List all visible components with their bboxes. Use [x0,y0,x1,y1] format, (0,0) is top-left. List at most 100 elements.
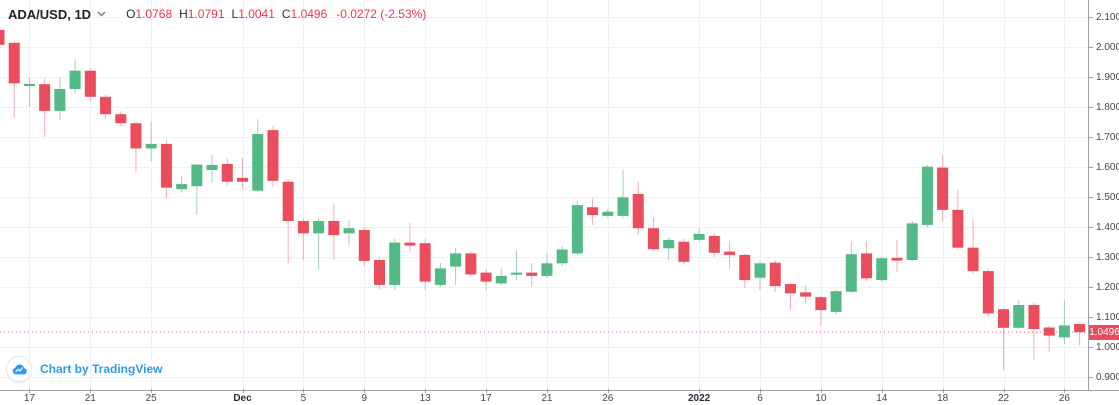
time-axis-tick [364,389,365,393]
candle [693,228,705,242]
candle [678,239,690,265]
price-axis-label: 1.9000 [1089,71,1119,83]
candle [952,190,964,250]
candle [967,219,979,274]
time-axis-label: 21 [84,393,96,404]
time-axis-tick [608,389,609,393]
price-axis-label: 1.6000 [1089,161,1119,173]
candle [587,198,599,225]
candle [480,269,492,291]
candle [237,158,249,189]
candle [495,268,507,286]
price-axis-label: 1.8000 [1089,101,1119,113]
time-axis-label: 26 [602,393,614,404]
candle [784,282,796,311]
time-axis-label: 14 [876,393,888,404]
candle [998,308,1010,371]
open-readout: O1.0768 [126,7,173,21]
candle [69,59,81,94]
candle [39,78,51,137]
time-axis-label: 10 [815,393,827,404]
candle [556,246,568,266]
candle [465,251,477,277]
candle [526,263,538,287]
candle [191,164,203,215]
candle [160,140,172,199]
candle [115,111,127,126]
candle [891,239,903,272]
attribution-label: Chart by TradingView [40,362,163,376]
time-axis-tick [821,389,822,393]
time-axis-tick [29,389,30,393]
candle [358,227,370,266]
candle [328,203,340,260]
candle [1058,300,1070,344]
candle [1013,299,1025,329]
tradingview-attribution-link[interactable]: Chart by TradingView [6,356,162,382]
time-axis-tick [90,389,91,393]
candle [84,68,96,101]
candle [754,261,766,290]
candle [800,284,812,304]
candle [739,254,751,289]
candle [861,241,873,281]
candle [845,241,857,293]
candle [876,257,888,282]
candle [921,164,933,228]
time-axis-label: 13 [419,393,431,404]
candle [1028,302,1040,360]
time-axis-tick [1064,389,1065,393]
candle [0,29,5,45]
candle [221,158,233,186]
candle [617,170,629,218]
price-chart-canvas[interactable] [0,0,1088,390]
candle [663,237,675,260]
time-axis-label: 26 [1058,393,1070,404]
candle [830,290,842,314]
candle [602,209,614,218]
candle [23,77,35,107]
time-axis-tick [547,389,548,393]
tradingview-logo-icon [6,356,32,382]
candle [313,218,325,270]
time-axis-tick [760,389,761,393]
time-axis-tick [486,389,487,393]
time-axis-label: 17 [480,393,492,404]
low-readout: L1.0041 [231,7,275,21]
time-axis-label: 5 [300,393,307,404]
candle [374,257,385,290]
high-readout: H1.0791 [179,7,225,21]
chart-legend: ADA/USD, 1D O1.0768 H1.0791 L1.0041 C1.0… [8,5,426,23]
candle [647,217,659,251]
candle [252,119,264,192]
time-axis-tick [882,389,883,393]
candle [708,233,720,257]
candle [434,263,446,287]
candle [282,179,294,263]
symbol-menu-button[interactable]: ADA/USD, 1D [8,7,106,22]
ohlc-readout: O1.0768 H1.0791 L1.0041 C1.0496 -0.0272 … [126,7,426,21]
time-axis[interactable]: 17 21 25 Dec 5 9 13 17 21 26 2022 6 10 14 18 22 26 [0,389,1119,405]
time-axis-tick [943,389,944,393]
candle [176,175,188,193]
close-readout: C1.0496 [281,7,328,21]
candle [404,222,416,252]
candle [100,95,112,119]
price-axis-label: 1.2000 [1089,281,1119,293]
price-axis-label: 1.4000 [1089,221,1119,233]
candle [267,125,279,188]
candle [450,248,462,285]
time-axis-label: 22 [997,393,1010,404]
change-readout: -0.0272 (-2.53%) [336,7,427,21]
time-axis-label: 18 [937,393,949,404]
time-axis-label: 2022 [687,393,711,404]
candle [145,121,157,162]
time-axis-tick [243,389,244,393]
time-axis-label: 17 [23,393,35,404]
candle [541,253,553,278]
candle [632,181,644,236]
time-axis-tick [425,389,426,393]
current-price-label: 1.0496 [1089,325,1119,340]
